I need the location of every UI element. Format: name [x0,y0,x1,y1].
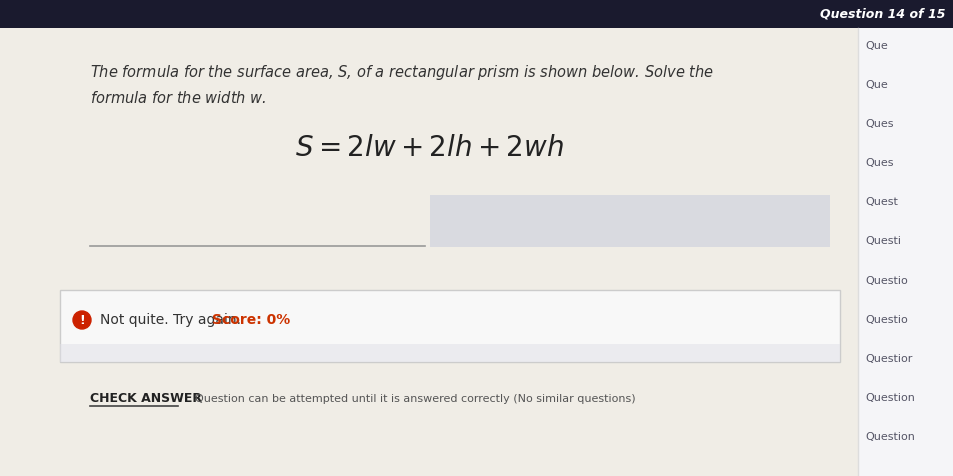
Text: Questio: Questio [864,276,907,286]
FancyBboxPatch shape [0,28,857,476]
FancyBboxPatch shape [430,195,829,247]
Text: Question: Question [864,393,914,403]
FancyBboxPatch shape [60,344,840,362]
Text: $S = 2lw + 2lh + 2wh$: $S = 2lw + 2lh + 2wh$ [294,135,563,161]
Text: Score: 0%: Score: 0% [212,313,290,327]
Text: The formula for the surface area, $S$, of a rectangular prism is shown below. So: The formula for the surface area, $S$, o… [90,63,714,82]
Text: formula for the width $w$.: formula for the width $w$. [90,90,266,106]
Text: Ques: Ques [864,159,893,169]
Text: Questior: Questior [864,354,911,364]
Text: Que: Que [864,80,887,90]
Circle shape [73,311,91,329]
Text: CHECK ANSWER: CHECK ANSWER [90,392,202,405]
FancyBboxPatch shape [60,290,840,362]
FancyBboxPatch shape [0,0,953,28]
Text: Question can be attempted until it is answered correctly (No similar questions): Question can be attempted until it is an… [194,394,635,404]
Text: !: ! [79,314,85,327]
Text: Question 14 of 15: Question 14 of 15 [820,8,945,20]
Text: Questio: Questio [864,315,907,325]
Text: Questi: Questi [864,237,900,247]
Text: Que: Que [864,41,887,51]
Text: Not quite. Try again.: Not quite. Try again. [100,313,241,327]
Text: Question: Question [864,432,914,442]
FancyBboxPatch shape [857,28,953,476]
Text: Ques: Ques [864,119,893,129]
Text: Quest: Quest [864,198,897,208]
